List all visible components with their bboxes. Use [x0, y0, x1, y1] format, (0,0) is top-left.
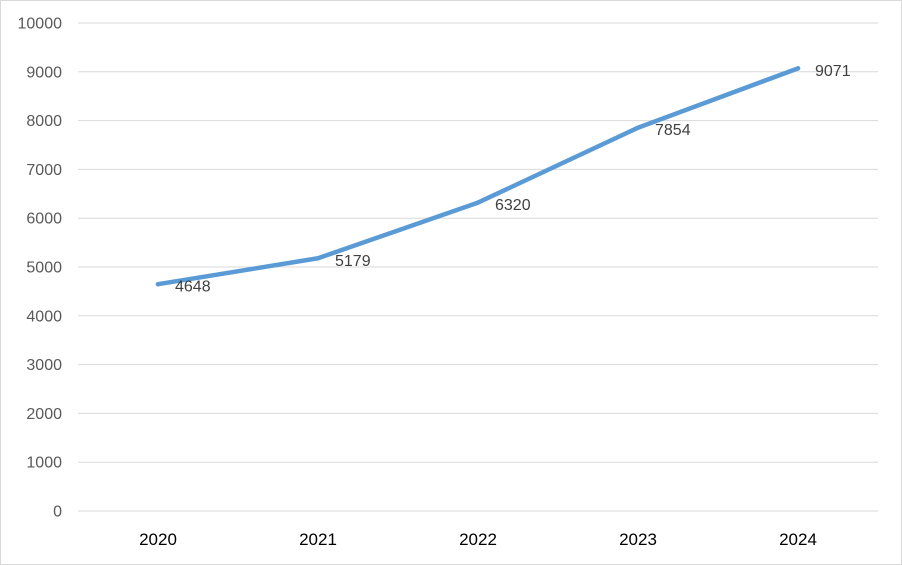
- data-label: 9071: [815, 63, 851, 80]
- series-group: [155, 66, 801, 287]
- x-tick-label: 2023: [619, 530, 657, 549]
- y-tick-label: 3000: [26, 357, 62, 374]
- y-tick-label: 1000: [26, 455, 62, 472]
- y-tick-label: 9000: [26, 64, 62, 81]
- data-point: [475, 200, 481, 205]
- x-tick-label: 2024: [779, 530, 817, 549]
- y-tick-label: 0: [53, 504, 62, 521]
- data-point: [155, 281, 161, 287]
- gridlines: [78, 22, 878, 512]
- y-tick-label: 5000: [26, 260, 62, 277]
- y-tick-label: 8000: [26, 113, 62, 130]
- y-tick-label: 7000: [26, 162, 62, 179]
- data-label: 6320: [495, 197, 531, 214]
- x-tick-label: 2022: [459, 530, 497, 549]
- x-tick-label: 2020: [139, 530, 177, 549]
- y-axis-tick-labels: 0 1000 2000 3000 4000 5000 6000 7000 8000 9000 100…: [18, 16, 63, 521]
- x-axis-tick-labels: 2020 2021 2022 2023 2024: [139, 530, 817, 549]
- data-labels: 4648 5179 6320 7854 9071: [175, 63, 851, 296]
- y-tick-label: 4000: [26, 308, 62, 325]
- data-label: 7854: [655, 122, 691, 139]
- data-point: [635, 125, 641, 130]
- y-tick-label: 10000: [18, 16, 63, 33]
- data-point: [315, 256, 321, 261]
- series-line: [155, 66, 801, 287]
- x-tick-label: 2021: [299, 530, 337, 549]
- y-tick-label: 2000: [26, 406, 62, 423]
- data-label: 4648: [175, 279, 211, 296]
- y-tick-label: 6000: [26, 211, 62, 228]
- data-label: 5179: [335, 253, 371, 270]
- data-point: [795, 66, 801, 71]
